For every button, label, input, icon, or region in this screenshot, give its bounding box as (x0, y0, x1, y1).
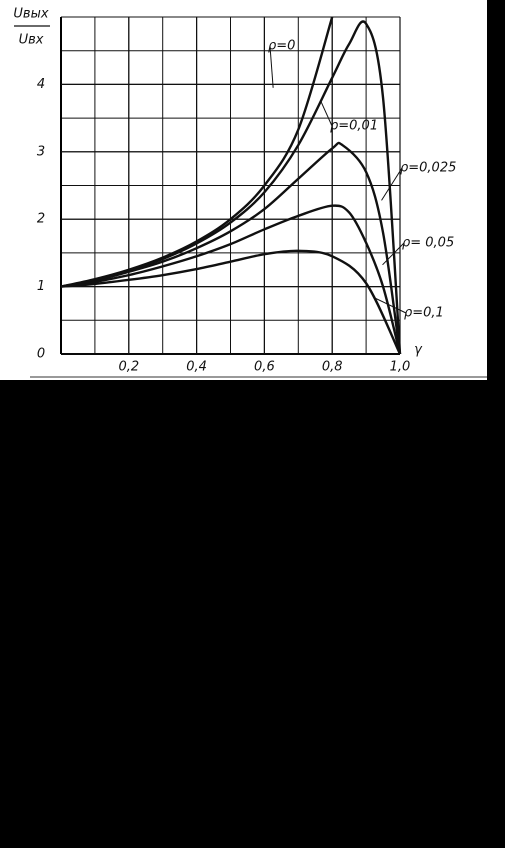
series-label: ρ=0,01 (330, 119, 378, 134)
black-area (0, 380, 505, 848)
x-label: γ (414, 343, 423, 358)
y-label-denominator: Uвх (19, 33, 44, 48)
series-line (60, 204, 402, 355)
y-tick-label: 4 (37, 77, 45, 92)
series-label: ρ=0,025 (400, 161, 456, 176)
x-tick-label: 1,0 (390, 360, 411, 375)
series-label: ρ= 0,05 (402, 236, 454, 251)
leader-line (320, 101, 333, 127)
series-label: ρ=0 (268, 39, 295, 54)
y-tick-label: 3 (37, 144, 45, 159)
y-tick-label: 0 (37, 347, 45, 362)
leader-line (269, 45, 274, 88)
black-strip (487, 0, 505, 380)
leader-line (382, 242, 405, 266)
x-tick-label: 0,4 (186, 360, 207, 375)
x-tick-label: 0,6 (254, 360, 275, 375)
leader-line (381, 167, 403, 201)
x-tick-label: 0,8 (322, 360, 343, 375)
series-line (60, 249, 402, 355)
y-tick-label: 2 (37, 212, 45, 227)
y-tick-label: 1 (37, 279, 45, 294)
series-line (60, 141, 402, 355)
x-tick-label: 0,2 (118, 360, 139, 375)
series-line (60, 20, 402, 355)
series-label: ρ=0,1 (404, 306, 444, 321)
leader-line (374, 297, 407, 314)
y-label-numerator: Uвых (13, 7, 48, 22)
